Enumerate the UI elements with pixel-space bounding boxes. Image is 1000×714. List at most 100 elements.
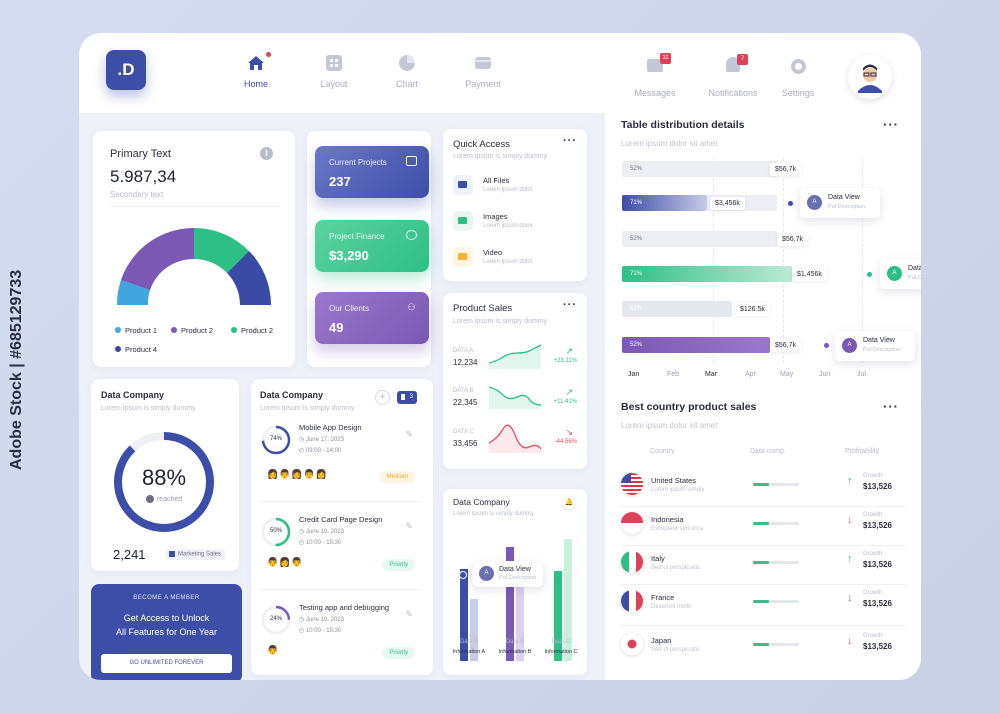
gear-icon [790, 59, 806, 74]
popup-sub: Put Description [828, 204, 866, 210]
logo[interactable]: .D [106, 50, 146, 90]
current-projects-value: 237 [329, 174, 351, 189]
country-name: Japan [651, 636, 672, 645]
our-clients-card[interactable]: Our Clients 49 ⚇ [315, 292, 429, 344]
data-bar [753, 643, 799, 646]
task-title: Credit Card Page Design [299, 515, 383, 524]
sales-a-sparkline [489, 344, 541, 369]
task-item[interactable]: 74% Mobile App Design ◷ June 17, 2023 ◴ … [251, 423, 427, 493]
tasks-title: Data Company [260, 390, 324, 400]
product-sales-card: Product Sales ··· Lorem ipsum is simply … [443, 293, 587, 469]
data-view-popup[interactable]: A Data View Put Description [880, 259, 921, 289]
bar-chart-card: Data Company Lorem Ipsum is simply dummy… [443, 489, 587, 675]
task-date: ◷ June 17, 2023 [299, 437, 344, 443]
more-icon[interactable]: ··· [563, 135, 577, 147]
donut-seg-product-1 [116, 280, 150, 305]
country-name: Italy [651, 554, 665, 563]
chart-marker [459, 571, 467, 579]
nav-chart-label: Chart [395, 79, 418, 89]
sales-a-pct: +23.11% [553, 358, 577, 364]
task-pct: 74% [269, 436, 282, 442]
task-time: ◴ 10:00 - 15:30 [299, 628, 342, 634]
country-row-japan[interactable]: Japan Sed ut perspiciatis ↓ Growth $13,5… [621, 633, 911, 667]
nav-layout[interactable]: Layout [304, 55, 364, 89]
country-row-us[interactable]: United States Lorem ipsum simply ↑ Growt… [621, 473, 911, 507]
sales-b-pct: +11.41% [553, 399, 577, 405]
edit-icon[interactable]: ✎ [405, 521, 413, 531]
marketing-tag: Marketing Sales [165, 549, 226, 560]
member-top: BECOME A MEMBER [133, 595, 200, 601]
japan-flag-icon [621, 633, 643, 655]
notifications-button[interactable]: 7 Notifications [702, 54, 764, 101]
task-tag: Priority [382, 647, 415, 659]
add-icon[interactable]: + [375, 390, 390, 405]
col-header-data: Data comp. [750, 448, 786, 455]
data-company-ring-card: Data Company Lorem Ipsum is simply dummy… [91, 379, 239, 571]
month-label: May [780, 371, 794, 378]
task-pct: 24% [269, 616, 282, 622]
more-icon[interactable]: ··· [883, 399, 899, 414]
data-view-popup[interactable]: A Data View Put Description [800, 188, 880, 218]
bar-track [622, 231, 777, 247]
task-time: ◴ 10:00 - 15:30 [299, 540, 342, 546]
grid-line [783, 158, 784, 363]
nav-payment[interactable]: Payment [453, 55, 513, 89]
bar-pct: 52% [630, 306, 643, 312]
bar-fill [622, 195, 707, 211]
avatar: A [479, 566, 494, 581]
bar-track [622, 301, 732, 317]
info-icon[interactable]: i [260, 147, 273, 160]
video-folder-icon [453, 247, 473, 267]
nav-home[interactable]: Home [226, 52, 286, 89]
task-time: ◴ 09:00 - 14:00 [299, 448, 342, 454]
data-view-popup[interactable]: A Data View Put Description [473, 561, 543, 587]
bar-fill [622, 266, 792, 282]
grid-line [713, 158, 714, 363]
settings-button[interactable]: Settings [775, 59, 821, 101]
bar-pct: 52% [630, 166, 643, 172]
progress-ring [114, 432, 214, 532]
data-company-sub: Lorem Ipsum is simply dummy [101, 405, 196, 412]
popup-title: Data View [908, 265, 921, 272]
country-row-italy[interactable]: Italy Sed ut perspiciatis ↑ Growth $13,5… [621, 551, 911, 585]
wallet-icon [475, 55, 491, 71]
month-label: Jul [857, 371, 866, 378]
data-view-popup[interactable]: A Data View Put Description [835, 331, 915, 361]
bell-icon[interactable]: 🔔 [563, 497, 575, 509]
project-finance-card[interactable]: Project Finance $3,290 [315, 220, 429, 272]
growth-value: $13,526 [863, 521, 892, 530]
sales-b-label: DATA B [453, 388, 474, 394]
task-item[interactable]: 24% Testing app and debugging ◷ June 19,… [251, 603, 427, 673]
task-item[interactable]: 50% Credit Card Page Design ◷ June 19, 2… [251, 515, 427, 585]
sales-a-value: 12,234 [453, 358, 478, 367]
sales-c-sparkline [489, 424, 541, 453]
country-row-france[interactable]: France Deserunt mollit ↓ Growth $13,526 [621, 590, 911, 624]
bar-pct: 52% [630, 236, 643, 242]
month-label: Feb [667, 371, 680, 378]
current-projects-card[interactable]: Current Projects 237 [315, 146, 429, 198]
dollar-icon [406, 230, 417, 240]
right-panel: 11 Messages 7 Notifications Settings Tab… [605, 33, 921, 680]
edit-icon[interactable]: ✎ [405, 609, 413, 619]
messages-button[interactable]: 11 Messages [630, 53, 680, 101]
more-icon[interactable]: ··· [883, 117, 899, 132]
more-icon[interactable]: ··· [563, 299, 577, 311]
country-sub: Lorem ipsum simply [651, 487, 705, 493]
nav-chart[interactable]: Chart [377, 55, 437, 89]
country-sub: Sed ut perspiciatis [651, 647, 701, 653]
go-unlimited-button[interactable]: GO UNLIMITED FOREVER [101, 654, 232, 673]
bar-value: $3,456k [710, 197, 745, 210]
tasks-card: Data Company Lorem Ipsum is simply dummy… [251, 379, 433, 675]
edit-icon[interactable]: ✎ [405, 429, 413, 439]
messages-badge: 11 [660, 53, 671, 64]
month-label: Jun [819, 371, 831, 378]
bookmark-badge[interactable]: 3 [397, 391, 417, 404]
user-avatar[interactable] [848, 55, 892, 99]
data-bar [753, 600, 799, 603]
project-finance-value: $3,290 [329, 248, 369, 263]
data-company-title: Data Company [101, 390, 165, 400]
tasks-sub: Lorem Ipsum is simply dummy [260, 405, 355, 412]
country-row-indonesia[interactable]: Indonesia Excepteur sint occa ↓ Growth $… [621, 512, 911, 546]
task-pct: 50% [269, 528, 282, 534]
country-sub: Deserunt mollit [651, 604, 692, 610]
